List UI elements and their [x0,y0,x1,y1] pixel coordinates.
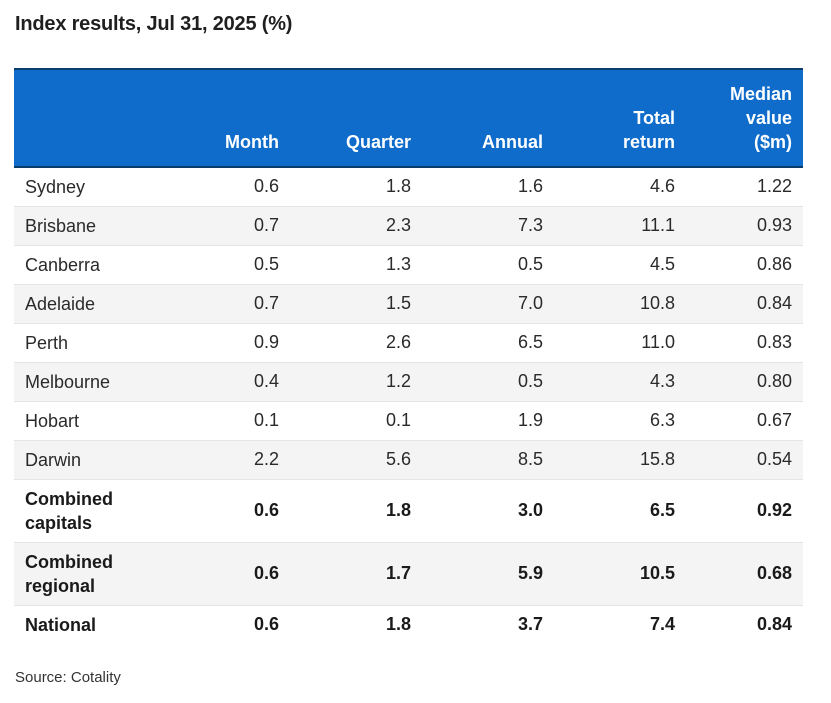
cell-quarter: 1.2 [385,371,411,391]
cell-median: 0.93 [756,215,792,235]
table-row: Brisbane 0.7 2.3 7.3 11.1 0.93 [14,206,803,245]
cell-annual: 3.0 [517,500,543,520]
source-note: Source: Cotality [15,669,121,686]
cell-month: 0.6 [253,614,279,635]
cell-median: 0.84 [756,293,792,313]
cell-quarter: 2.3 [385,215,411,235]
cell-median: 1.22 [756,176,792,197]
cell-city-name: Combined regional [25,551,113,596]
cell-median: 0.80 [756,371,792,391]
cell-total: 4.5 [649,254,675,274]
cell-city-name: Combined capitals [25,488,113,533]
cell-month: 2.2 [253,449,279,469]
table-body: Sydney 0.6 1.8 1.6 4.6 1.22 Brisbane 0.7 2.3 7.3 1… [14,167,803,644]
cell-total: 11.0 [641,332,675,352]
cell-month: 0.5 [253,254,279,274]
cell-quarter: 2.6 [385,332,411,352]
cell-annual: 1.9 [517,410,543,430]
cell-total: 15.8 [639,449,675,469]
cell-total: 11.1 [641,215,675,235]
index-results-table: Month Quarter Annual Total return Median v… [14,68,803,644]
table-row: Adelaide 0.7 1.5 7.0 10.8 0.84 [14,284,803,323]
cell-month: 0.6 [253,563,279,583]
cell-quarter: 1.3 [385,254,411,274]
cell-city-name: Brisbane [25,215,97,236]
header-median-value: Median value ($m) [729,84,792,152]
table-row: Sydney 0.6 1.8 1.6 4.6 1.22 [14,167,803,206]
table-row: Combined regional 0.6 1.7 5.9 10.5 0.68 [14,542,803,605]
cell-quarter: 1.8 [385,614,411,635]
cell-median: 0.68 [756,563,792,583]
cell-city-name: Sydney [25,176,86,197]
cell-quarter: 5.6 [385,449,411,469]
cell-total: 6.5 [649,500,675,520]
cell-month: 0.9 [253,332,279,352]
cell-median: 0.54 [756,449,792,469]
cell-total: 6.3 [649,410,675,430]
cell-median: 0.86 [756,254,792,274]
cell-month: 0.6 [253,500,279,520]
table-row: Canberra 0.5 1.3 0.5 4.5 0.86 [14,245,803,284]
table-header: Month Quarter Annual Total return Median v… [14,69,803,167]
cell-month: 0.6 [253,176,279,197]
cell-city-name: Adelaide [25,293,96,314]
table-row: Perth 0.9 2.6 6.5 11.0 0.83 [14,323,803,362]
cell-month: 0.7 [253,293,279,313]
table-row: Melbourne 0.4 1.2 0.5 4.3 0.80 [14,362,803,401]
cell-city-name: Darwin [25,449,82,470]
cell-annual: 7.3 [517,215,543,235]
cell-total: 7.4 [649,614,675,635]
cell-annual: 8.5 [517,449,543,469]
header-row: Month Quarter Annual Total return Median v… [14,69,803,167]
cell-total: 4.3 [649,371,675,391]
cell-annual: 0.5 [517,371,543,391]
table-title: Index results, Jul 31, 2025 (%) [15,13,293,35]
cell-median: 0.83 [756,332,792,352]
index-results-table-container: Month Quarter Annual Total return Median v… [14,68,803,644]
cell-annual: 0.5 [517,254,543,274]
cell-annual: 3.7 [517,614,543,635]
cell-median: 0.67 [756,410,792,430]
cell-quarter: 1.8 [385,176,411,197]
table-row: Combined capitals 0.6 1.8 3.0 6.5 0.92 [14,479,803,542]
cell-annual: 1.6 [517,176,543,197]
cell-annual: 7.0 [517,293,543,313]
cell-month: 0.1 [253,410,279,430]
cell-quarter: 1.8 [385,500,411,520]
cell-median: 0.92 [756,500,792,520]
cell-city-name: Perth [25,332,69,353]
header-annual: Annual [482,132,543,152]
cell-total: 10.5 [639,563,675,583]
cell-quarter: 0.1 [385,410,411,430]
cell-annual: 5.9 [517,563,543,583]
cell-city-name: Melbourne [25,371,111,392]
table-row: National 0.6 1.8 3.7 7.4 0.84 [14,605,803,644]
cell-month: 0.7 [253,215,279,235]
cell-total: 10.8 [639,293,675,313]
header-city [14,69,172,167]
cell-city-name: Canberra [25,254,101,275]
table-row: Hobart 0.1 0.1 1.9 6.3 0.67 [14,401,803,440]
header-month: Month [225,132,279,152]
header-quarter: Quarter [345,132,411,152]
cell-median: 0.84 [756,614,792,635]
cell-quarter: 1.5 [385,293,411,313]
table-row: Darwin 2.2 5.6 8.5 15.8 0.54 [14,440,803,479]
cell-city-name: National [25,614,97,635]
header-total-return: Total return [622,108,675,152]
cell-month: 0.4 [253,371,279,391]
cell-total: 4.6 [649,176,675,197]
cell-quarter: 1.7 [385,563,411,583]
cell-city-name: Hobart [25,410,80,431]
cell-annual: 6.5 [517,332,543,352]
